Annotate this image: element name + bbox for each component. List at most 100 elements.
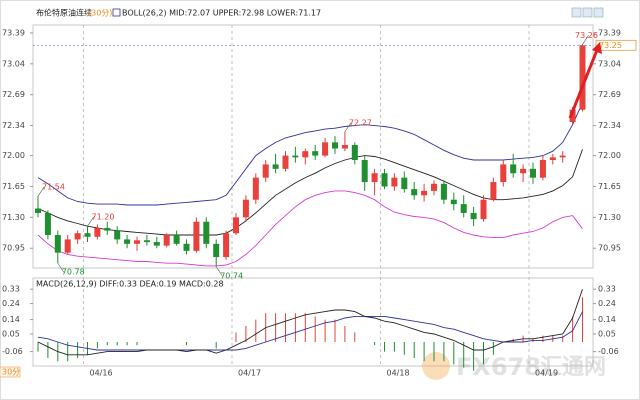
candle-body	[351, 145, 358, 160]
candle-body	[500, 164, 507, 183]
candle-body	[272, 164, 279, 169]
indicator-box	[112, 8, 121, 17]
candle-body	[450, 199, 457, 205]
y-tick-label: 72.34	[598, 121, 621, 130]
annotation-leader	[37, 187, 45, 197]
y-tick-label: 71.30	[2, 213, 25, 222]
candle-body	[539, 160, 546, 178]
candle-body	[282, 155, 289, 169]
candle-body	[124, 239, 131, 244]
annotation-leader	[215, 266, 223, 276]
candle-body	[381, 173, 388, 187]
candle-body	[569, 109, 576, 123]
icon[interactable]	[593, 7, 604, 18]
macd-tick-label: 0.14	[598, 315, 616, 324]
candle-body	[193, 221, 200, 251]
chart-title: 布伦特原油连续	[36, 8, 92, 18]
macd-dea	[37, 311, 583, 351]
candle-body	[579, 45, 586, 110]
candle-body	[341, 145, 348, 149]
annotation: 71.54	[42, 183, 65, 192]
period-box	[0, 366, 21, 378]
candle-body	[74, 233, 81, 240]
annotation: 70.74	[220, 271, 243, 280]
candle-body	[312, 151, 319, 156]
candle-body	[213, 243, 220, 258]
candle-body	[94, 227, 101, 237]
annotation: 71.20	[92, 213, 115, 222]
candle-body	[233, 217, 239, 234]
candle-body	[322, 142, 329, 156]
candle-body	[530, 168, 536, 178]
candle-body	[401, 177, 408, 190]
main-panel	[32, 24, 594, 269]
candle-body	[153, 242, 160, 246]
candle-body	[114, 230, 121, 240]
x-tick-label: 04/16	[90, 369, 113, 378]
y-tick-label: 72.34	[2, 121, 25, 130]
candle-body	[252, 177, 259, 200]
candle-body	[549, 157, 556, 160]
annotation: 72.27	[349, 118, 372, 127]
macd-tick-label: -0.06	[598, 347, 619, 356]
candle-body	[242, 199, 249, 218]
candle-body	[64, 239, 71, 253]
candle-body	[371, 173, 378, 183]
y-tick-label: 73.39	[598, 28, 621, 37]
marks: 73.39 73.39 73.04 73.04 72.69 72.69 72.34 72.34…	[2, 25, 637, 378]
candle-body	[143, 240, 150, 243]
candle-body	[54, 235, 61, 253]
candle-body	[203, 221, 210, 244]
candle-body	[490, 182, 497, 200]
x-tick-label: 04/19	[535, 369, 558, 378]
candle-body	[361, 160, 368, 183]
annotation-leader	[344, 122, 352, 132]
y-tick-label: 72.69	[598, 90, 621, 99]
candle-body	[510, 164, 517, 174]
y-tick-label: 71.65	[598, 182, 621, 191]
macd-tick-label: 0.05	[2, 330, 20, 339]
macd-label: MACD(26,12,9) DIFF:0.33 DEA:0.19 MACD:0.…	[36, 280, 224, 289]
watermark-logo	[422, 352, 450, 380]
candle-body	[440, 183, 447, 200]
watermark-text: 汇通网	[540, 355, 606, 380]
y-tick-label: 71.65	[2, 182, 25, 191]
candle-body	[460, 204, 467, 213]
candle-body	[183, 243, 190, 251]
icon[interactable]	[582, 7, 593, 18]
candle-body	[84, 233, 91, 237]
macd-tick-label: 0.33	[598, 285, 616, 294]
y-tick-label: 73.04	[598, 59, 621, 68]
y-tick-label: 70.95	[2, 244, 25, 253]
period-short: 30分	[2, 368, 20, 377]
macd-tick-label: -0.06	[2, 347, 23, 356]
candle-body	[332, 142, 338, 149]
icon[interactable]	[571, 7, 582, 18]
macd-diff	[37, 289, 583, 356]
y-tick-label: 72.00	[598, 151, 621, 160]
y-tick-label: 72.69	[2, 90, 25, 99]
x-tick-label: 04/18	[387, 369, 410, 378]
candle-body	[262, 164, 269, 178]
y-tick-label: 72.00	[2, 151, 25, 160]
boll-upper	[37, 102, 583, 206]
watermark-text: FX678	[456, 353, 541, 381]
macd-tick-label: 0.24	[598, 299, 616, 308]
last-price-box	[595, 39, 637, 51]
candle-body	[411, 189, 418, 196]
annotation: 73.26	[575, 31, 598, 40]
boll-lower	[37, 190, 583, 267]
macd-tick-label: 0.05	[598, 330, 616, 339]
last-price-label: 73.25	[599, 41, 622, 50]
y-tick-label: 73.39	[2, 28, 25, 37]
candle-body	[480, 199, 487, 220]
candle-body	[292, 155, 299, 158]
candle-body	[302, 151, 309, 158]
macd-tick-label: 0.33	[2, 285, 20, 294]
x-tick-label: 04/17	[238, 369, 261, 378]
arrow	[568, 49, 599, 119]
candle-body	[163, 235, 170, 246]
boll-label: BOLL(26,2) MID:72.07 UPPER:72.98 LOWER:7…	[122, 9, 321, 18]
